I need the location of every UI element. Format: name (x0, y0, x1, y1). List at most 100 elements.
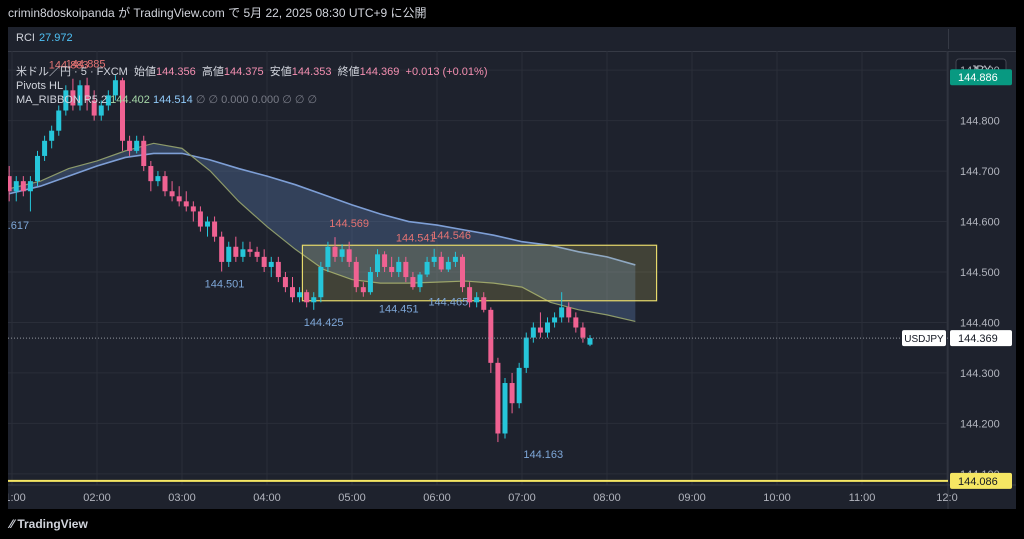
candle (587, 335, 593, 347)
candle-body (212, 221, 218, 237)
pivot-label: 144.501 (205, 278, 245, 290)
candle (495, 357, 501, 443)
candle-body (91, 100, 97, 116)
candle (219, 231, 225, 272)
symbol-label: 米ドル／円 · 5 · FXCM (16, 66, 128, 78)
candle (332, 237, 338, 262)
x-tick-label: 09:00 (678, 492, 706, 504)
candle (162, 171, 168, 197)
candle-body (339, 249, 345, 257)
ohlc-legend-row: 米ドル／円 · 5 · FXCM 始値144.356 高値144.375 安値1… (16, 65, 487, 79)
candle-body (141, 140, 147, 167)
candle (552, 312, 558, 328)
candle-body (169, 191, 175, 197)
candle-body (452, 256, 458, 262)
candle-body (460, 256, 465, 288)
candle (240, 241, 246, 262)
candle-body (367, 272, 373, 293)
candle (275, 256, 281, 283)
candle-body (438, 256, 444, 270)
candle-body (304, 292, 310, 303)
y-tick-label: 144.300 (960, 368, 1000, 380)
price-tag: 144.886 (958, 72, 998, 84)
candle-body (488, 309, 494, 363)
tradingview-logo[interactable]: ⁄⁄ TradingView (10, 517, 88, 531)
candle-body (530, 327, 536, 338)
candle-body (268, 261, 274, 267)
candle-body (261, 256, 267, 267)
candle-body (396, 261, 402, 272)
candle (452, 251, 458, 267)
x-tick-label: 10:00 (763, 492, 791, 504)
candle (134, 135, 140, 154)
candle-body (233, 246, 239, 257)
x-tick-label: 02:00 (83, 492, 111, 504)
price-chart[interactable]: JPY144.900144.800144.700144.600144.50014… (8, 51, 1016, 509)
candle-body (77, 85, 83, 106)
candle (438, 251, 444, 272)
candle-body (56, 110, 62, 131)
publish-header: crimin8doskoipanda が TradingView.com で 5… (0, 0, 1024, 27)
candle-body (148, 166, 154, 182)
open-value: 144.356 (155, 66, 196, 78)
candle (481, 292, 487, 313)
candle-body (417, 274, 423, 288)
candle (290, 277, 295, 303)
pivots-legend: Pivots HL (16, 80, 64, 92)
candle-body (573, 317, 579, 328)
candle-body (552, 317, 558, 323)
x-tick-label: 06:00 (423, 492, 451, 504)
candle-body (580, 327, 586, 338)
pivot-label: 144.569 (329, 218, 369, 230)
candle (212, 216, 218, 242)
candle (98, 100, 104, 121)
ma-fast-line (9, 142, 636, 323)
candle-body (35, 155, 40, 182)
candle-body (474, 297, 480, 303)
low-value: 144.353 (291, 66, 332, 78)
candle-body (176, 196, 182, 202)
candle (382, 251, 388, 272)
candle (573, 312, 579, 333)
rci-pane[interactable]: RCI 27.972 (8, 27, 1016, 52)
last-price-tag: 144.369 (958, 333, 998, 345)
candle (474, 292, 480, 308)
candle-body (537, 327, 543, 333)
candle-body (105, 95, 111, 106)
candle (127, 135, 133, 156)
rci-value: 27.972 (38, 32, 73, 44)
candle (226, 241, 232, 267)
candle (509, 372, 515, 414)
pivot-label: 144.885 (66, 59, 106, 71)
candle-body (63, 90, 69, 111)
candle-body (311, 297, 317, 303)
candle (403, 256, 409, 283)
high-label: 高値 (201, 66, 224, 78)
candle-body (27, 181, 33, 192)
chart-legend: 米ドル／円 · 5 · FXCM 始値144.356 高値144.375 安値1… (16, 65, 487, 107)
candle-body (42, 140, 48, 156)
ma-legend-row: MA_RIBBON R5.2 144.402 144.514 ∅ ∅ 0.000… (16, 93, 487, 107)
candle (190, 201, 196, 222)
candle (27, 176, 33, 212)
candle (318, 261, 324, 303)
candle-body (134, 140, 140, 151)
candle-body (559, 307, 565, 318)
candle (176, 186, 182, 207)
candle-body (360, 287, 366, 293)
candle-body (20, 181, 26, 192)
candle (49, 125, 55, 149)
candle-body (467, 287, 473, 303)
y-tick-label: 144.500 (960, 267, 1000, 279)
y-tick-label: 144.200 (960, 418, 1000, 430)
candle-body (254, 251, 260, 257)
candle-body (155, 176, 161, 182)
close-value: 144.369 (359, 66, 400, 78)
candle-body (162, 176, 168, 192)
candle (254, 246, 260, 262)
ma-value-fast: 144.402 (110, 94, 150, 106)
candle (56, 105, 62, 136)
candle-body (502, 383, 508, 434)
pivot-label: 144.163 (523, 449, 563, 461)
